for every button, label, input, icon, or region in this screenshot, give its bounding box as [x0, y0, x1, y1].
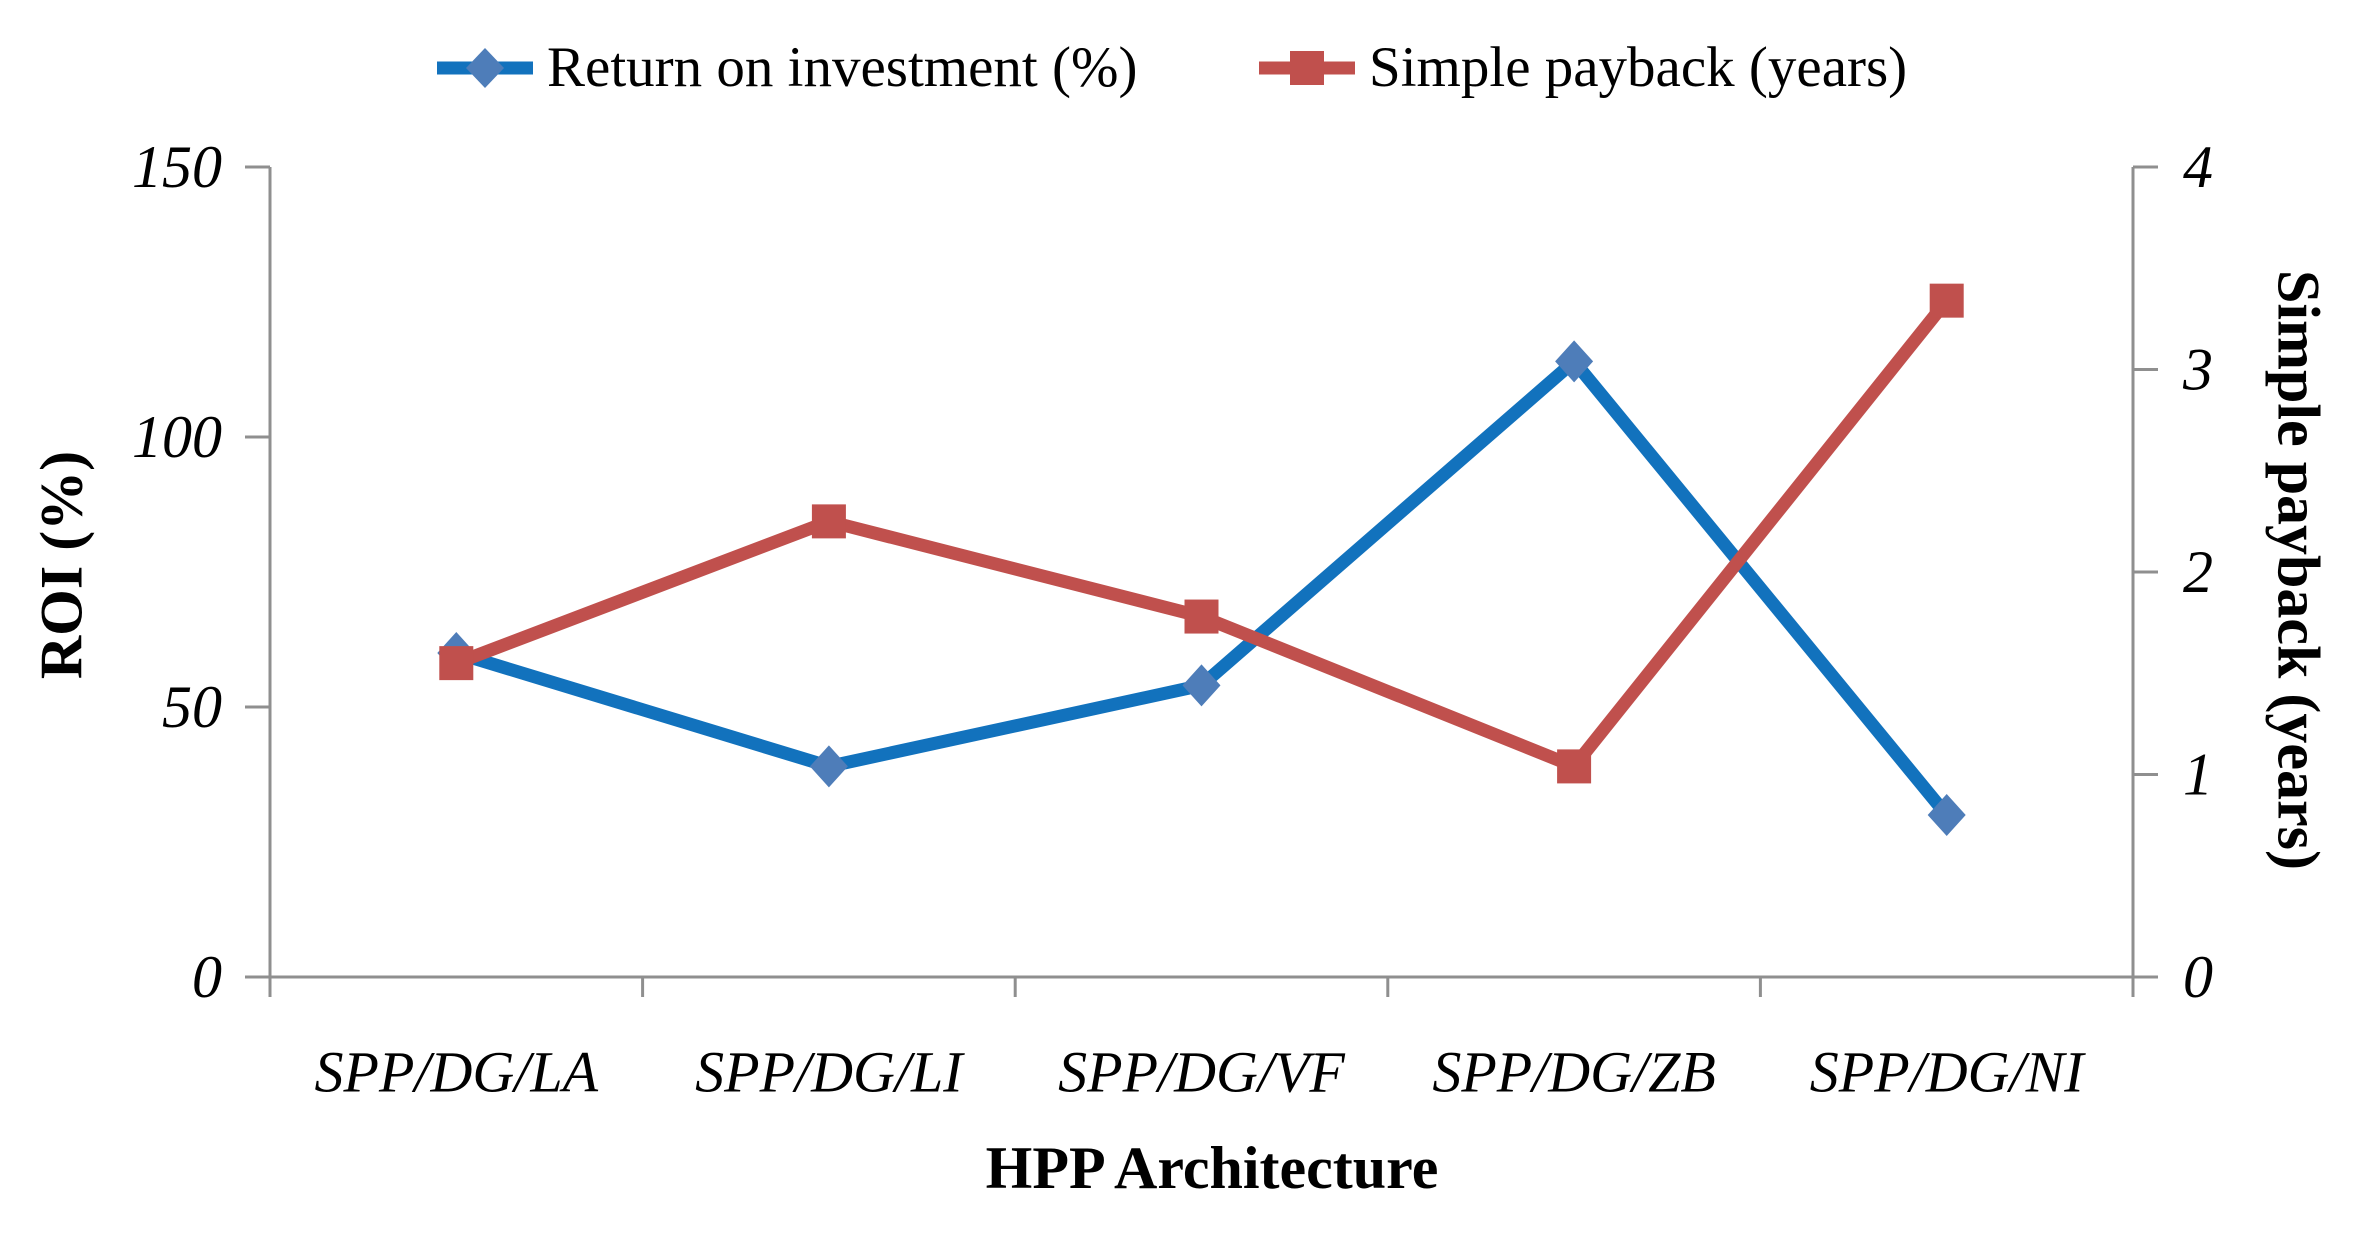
roi-data-point-marker [809, 745, 848, 788]
payback-data-point-marker [811, 504, 846, 539]
x-axis-title: HPP Architecture [985, 1135, 1439, 1201]
left-axis-tick-label: 50 [162, 674, 222, 740]
legend-item-payback: Simple payback (years) [1257, 36, 1907, 100]
right-axis-tick-label: 2 [2183, 539, 2213, 605]
x-axis-category-label: SPP/DG/LA [315, 1040, 599, 1105]
roi-data-point-marker [1182, 664, 1221, 707]
roi-data-point-marker [1927, 794, 1966, 836]
right-axis-tick-label: 4 [2183, 134, 2213, 200]
right-axis-title: Simple payback (years) [2265, 270, 2332, 870]
legend-item-roi: Return on investment (%) [435, 36, 1137, 100]
payback-data-point-marker [1184, 599, 1219, 634]
payback-legend-marker-icon [1259, 51, 1355, 85]
roi-data-point-marker [1555, 340, 1594, 383]
right-axis-tick-label: 1 [2183, 742, 2213, 808]
right-axis-tick-label: 3 [2182, 337, 2213, 403]
x-axis-category-label: SPP/DG/LI [695, 1040, 965, 1105]
x-axis-category-label: SPP/DG/NI [1810, 1040, 2087, 1105]
roi-legend-marker-icon [437, 48, 533, 88]
x-axis-category-label: SPP/DG/VF [1058, 1040, 1345, 1105]
payback-data-point-marker [439, 646, 474, 681]
payback-data-point-marker [1557, 749, 1592, 784]
left-axis-tick-label: 150 [132, 134, 222, 200]
left-axis-tick-label: 0 [192, 944, 222, 1010]
left-axis-tick-label: 100 [132, 404, 222, 470]
x-axis-category-label: SPP/DG/ZB [1432, 1040, 1716, 1105]
payback-data-point-marker [1929, 283, 1964, 318]
left-axis-title: ROI (%) [28, 450, 95, 680]
right-axis-tick-label: 0 [2183, 944, 2213, 1010]
payback-legend-label: Simple payback (years) [1369, 36, 1908, 99]
roi-legend-label: Return on investment (%) [547, 36, 1138, 99]
